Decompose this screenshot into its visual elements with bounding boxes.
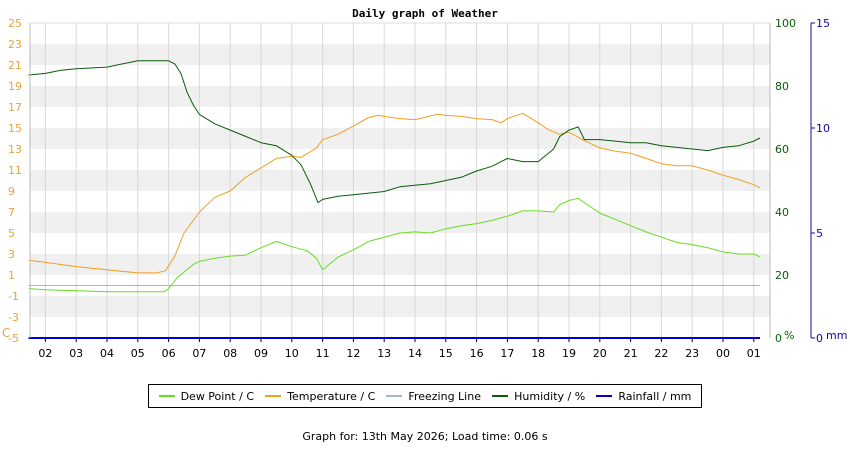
x-tick-label: 04 <box>100 347 114 360</box>
legend-label: Freezing Line <box>408 389 481 403</box>
legend-item-freezing-line: Freezing Line <box>386 390 481 403</box>
x-tick-label: 16 <box>470 347 484 360</box>
rain-axis-ticks: 15 10 5 0 <box>811 17 830 345</box>
x-tick-label: 05 <box>131 347 145 360</box>
x-tick-label: 00 <box>716 347 730 360</box>
x-tick-label: 12 <box>346 347 360 360</box>
x-tick-label: 01 <box>747 347 761 360</box>
x-tick-label: 18 <box>531 347 545 360</box>
axes <box>29 22 812 338</box>
left-tick-label: 13 <box>8 143 22 156</box>
left-tick-label: -3 <box>8 311 19 324</box>
grid-bands <box>30 44 770 317</box>
x-tick-label: 21 <box>624 347 638 360</box>
series-line-humidity <box>28 60 761 204</box>
legend: Dew Point / C Temperature / C Freezing L… <box>148 384 702 408</box>
legend-swatch <box>158 395 175 397</box>
grid-band <box>30 86 770 107</box>
legend-label: Dew Point / C <box>180 389 255 403</box>
legend-swatch <box>265 395 282 397</box>
legend-item-humidity: Humidity / % <box>492 390 585 403</box>
legend-swatch <box>492 395 509 397</box>
x-tick-label: 15 <box>439 347 453 360</box>
humidity-tick-label: 60 <box>775 143 789 156</box>
left-tick-label: 25 <box>8 17 22 30</box>
x-axis-ticks: 02 03 04 05 06 07 08 09 10 11 12 13 14 15 16 17 18 19 20 21… <box>38 338 761 360</box>
left-tick-label: 1 <box>8 269 15 282</box>
chart-title: Daily graph of Weather <box>352 7 498 20</box>
humidity-tick-label: 20 <box>775 269 789 282</box>
x-tick-label: 22 <box>654 347 668 360</box>
left-tick-label: 11 <box>8 164 22 177</box>
humidity-axis-ticks: 100 80 60 40 20 0 <box>775 17 796 345</box>
x-tick-label: 23 <box>685 347 699 360</box>
left-tick-label: 17 <box>8 101 22 114</box>
grid-band <box>30 44 770 65</box>
x-tick-label: 10 <box>285 347 299 360</box>
left-tick-label: 7 <box>8 206 15 219</box>
humidity-axis-unit: % <box>784 329 794 342</box>
rain-tick-label: 10 <box>816 122 830 135</box>
left-tick-label: 21 <box>8 59 22 72</box>
x-tick-label: 03 <box>69 347 83 360</box>
x-tick-label: 13 <box>377 347 391 360</box>
legend-swatch <box>386 395 403 397</box>
left-tick-label: 5 <box>8 227 15 240</box>
humidity-tick-label: 0 <box>775 332 782 345</box>
left-tick-label: -5 <box>8 332 19 345</box>
x-tick-label: 02 <box>38 347 52 360</box>
legend-label: Humidity / % <box>514 389 586 403</box>
grid-band <box>30 254 770 275</box>
legend-item-rainfall: Rainfall / mm <box>596 390 691 403</box>
legend-swatch <box>596 395 613 397</box>
left-tick-label: 23 <box>8 38 22 51</box>
grid-band <box>30 296 770 317</box>
humidity-tick-label: 80 <box>775 80 789 93</box>
rain-axis-unit: mm <box>826 329 847 342</box>
x-tick-label: 11 <box>316 347 330 360</box>
series-line-temperature <box>28 112 761 274</box>
rain-tick-label: 5 <box>816 227 823 240</box>
legend-item-dew-point: Dew Point / C <box>158 389 255 403</box>
left-tick-label: 3 <box>8 248 15 261</box>
x-tick-label: 19 <box>562 347 576 360</box>
series-lines <box>28 60 761 339</box>
x-tick-label: 09 <box>254 347 268 360</box>
x-tick-label: 17 <box>500 347 514 360</box>
left-tick-label: 19 <box>8 80 22 93</box>
humidity-tick-label: 100 <box>775 17 796 30</box>
left-tick-label: -1 <box>8 290 19 303</box>
rain-tick-label: 15 <box>816 17 830 30</box>
x-tick-label: 06 <box>162 347 176 360</box>
legend-item-temperature: Temperature / C <box>265 390 375 403</box>
x-tick-label: 20 <box>593 347 607 360</box>
x-tick-label: 08 <box>223 347 237 360</box>
left-tick-label: 15 <box>8 122 22 135</box>
x-tick-label: 07 <box>192 347 206 360</box>
series-line-dew <box>28 197 761 293</box>
legend-label: Temperature / C <box>287 389 376 403</box>
footer-status: Graph for: 13th May 2026; Load time: 0.0… <box>302 430 548 443</box>
rain-tick-label: 0 <box>816 332 823 345</box>
legend-label: Rainfall / mm <box>618 389 692 403</box>
left-tick-label: 9 <box>8 185 15 198</box>
grid-band <box>30 128 770 149</box>
x-tick-label: 14 <box>408 347 422 360</box>
left-axis-ticks: 25 23 21 19 17 15 13 11 9 7 5 3 1 -1 -3 -5 <box>8 17 22 345</box>
grid-band <box>30 170 770 191</box>
grid-band <box>30 212 770 233</box>
left-axis-unit: C <box>2 326 10 340</box>
humidity-tick-label: 40 <box>775 206 789 219</box>
